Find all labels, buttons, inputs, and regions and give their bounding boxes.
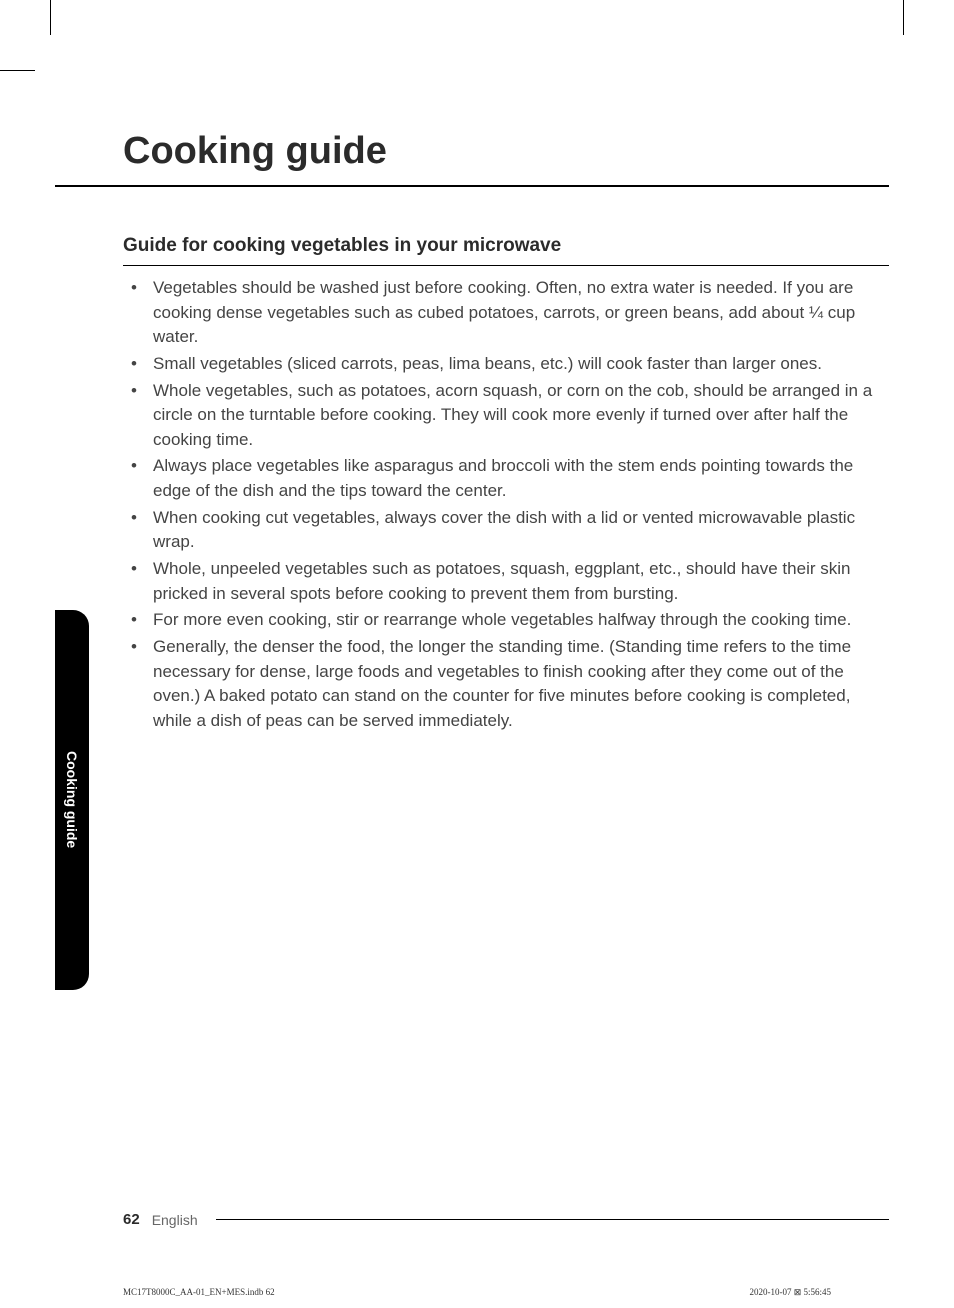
section-tab: Cooking guide: [55, 610, 89, 990]
page-footer: 62 English: [123, 1211, 889, 1228]
page-container: Cooking guide Guide for cooking vegetabl…: [55, 70, 899, 1308]
imprint-timestamp: 2020-10-07 ⊠ 5:56:45: [749, 1287, 831, 1298]
list-item: When cooking cut vegetables, always cove…: [123, 506, 889, 555]
bullet-list: Vegetables should be washed just before …: [123, 276, 889, 734]
section-tab-label: Cooking guide: [64, 751, 80, 848]
list-item: Small vegetables (sliced carrots, peas, …: [123, 352, 889, 377]
footer-rule: [216, 1219, 889, 1220]
imprint-line: MC17T8000C_AA-01_EN+MES.indb 62 2020-10-…: [123, 1287, 831, 1298]
page-number: 62: [123, 1211, 140, 1228]
list-item: Vegetables should be washed just before …: [123, 276, 889, 350]
content-area: Guide for cooking vegetables in your mic…: [55, 187, 899, 734]
list-item: For more even cooking, stir or rearrange…: [123, 608, 889, 633]
section-heading: Guide for cooking vegetables in your mic…: [123, 235, 889, 266]
page-title: Cooking guide: [55, 70, 889, 187]
list-item: Whole vegetables, such as potatoes, acor…: [123, 379, 889, 453]
list-item: Whole, unpeeled vegetables such as potat…: [123, 557, 889, 606]
list-item: Generally, the denser the food, the long…: [123, 635, 889, 734]
crop-mark: [50, 0, 51, 35]
crop-mark: [0, 70, 35, 71]
crop-mark: [903, 0, 904, 35]
language-label: English: [152, 1212, 198, 1228]
list-item: Always place vegetables like asparagus a…: [123, 454, 889, 503]
imprint-filename: MC17T8000C_AA-01_EN+MES.indb 62: [123, 1287, 275, 1298]
